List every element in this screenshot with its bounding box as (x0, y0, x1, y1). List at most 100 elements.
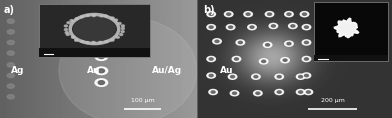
Circle shape (285, 12, 293, 17)
Circle shape (215, 40, 219, 42)
Circle shape (224, 12, 233, 17)
Circle shape (305, 41, 309, 44)
Circle shape (95, 53, 108, 60)
Text: Ag: Ag (11, 66, 24, 75)
Circle shape (95, 79, 108, 86)
Circle shape (98, 55, 105, 59)
Circle shape (70, 20, 73, 21)
Circle shape (275, 74, 283, 79)
Bar (314, 55, 388, 61)
Circle shape (305, 26, 309, 28)
Circle shape (254, 91, 262, 96)
Circle shape (121, 25, 124, 27)
Circle shape (104, 15, 107, 17)
Circle shape (211, 91, 215, 93)
Circle shape (285, 41, 293, 46)
Circle shape (209, 89, 218, 95)
Circle shape (74, 17, 115, 41)
Circle shape (281, 58, 289, 63)
Text: 100 μm: 100 μm (131, 98, 154, 103)
Circle shape (228, 74, 237, 79)
Circle shape (98, 81, 105, 84)
Bar (39, 48, 150, 57)
Circle shape (248, 25, 256, 30)
Circle shape (209, 74, 213, 77)
Circle shape (263, 42, 272, 47)
Circle shape (287, 42, 291, 45)
Circle shape (227, 13, 230, 15)
Polygon shape (334, 18, 359, 38)
Circle shape (236, 40, 245, 45)
Circle shape (302, 56, 311, 62)
Circle shape (64, 29, 67, 31)
Circle shape (232, 92, 236, 94)
Circle shape (65, 32, 68, 33)
Circle shape (304, 89, 313, 95)
Circle shape (114, 19, 118, 21)
Circle shape (7, 63, 15, 67)
Circle shape (232, 56, 241, 62)
Circle shape (64, 25, 67, 27)
Circle shape (7, 95, 15, 99)
Circle shape (307, 91, 310, 93)
Circle shape (105, 40, 108, 42)
Circle shape (229, 26, 232, 28)
Circle shape (116, 36, 119, 38)
Circle shape (266, 44, 270, 46)
Text: a): a) (4, 5, 15, 15)
Circle shape (268, 13, 271, 15)
Circle shape (230, 91, 239, 96)
Circle shape (226, 25, 235, 30)
Circle shape (92, 41, 95, 43)
Circle shape (100, 15, 103, 17)
Circle shape (260, 59, 268, 64)
Circle shape (296, 74, 305, 79)
Circle shape (277, 76, 281, 78)
Circle shape (207, 12, 216, 17)
Circle shape (207, 56, 216, 62)
Circle shape (246, 13, 250, 15)
Circle shape (74, 39, 78, 41)
Circle shape (98, 31, 105, 35)
Circle shape (265, 12, 274, 17)
Circle shape (120, 34, 123, 36)
Circle shape (99, 41, 102, 43)
Circle shape (80, 16, 83, 18)
Circle shape (287, 13, 291, 15)
Circle shape (302, 40, 311, 45)
Circle shape (66, 34, 69, 35)
Circle shape (209, 26, 213, 28)
Circle shape (269, 23, 278, 29)
Circle shape (75, 18, 78, 20)
Circle shape (291, 25, 295, 27)
Circle shape (7, 84, 15, 88)
Circle shape (95, 29, 108, 37)
Circle shape (118, 23, 121, 24)
Circle shape (67, 22, 70, 24)
Circle shape (71, 36, 74, 38)
Circle shape (277, 91, 281, 93)
Circle shape (271, 25, 275, 27)
Circle shape (7, 51, 15, 55)
Text: Au: Au (220, 66, 233, 75)
Ellipse shape (59, 18, 197, 118)
Circle shape (121, 27, 124, 29)
Circle shape (303, 13, 307, 15)
Circle shape (98, 69, 105, 73)
Circle shape (299, 91, 303, 93)
Circle shape (111, 39, 114, 41)
Text: Au/Ag: Au/Ag (152, 66, 181, 75)
Circle shape (296, 89, 305, 95)
Bar (314, 2, 388, 61)
Circle shape (95, 67, 108, 75)
Circle shape (81, 41, 84, 42)
Bar (39, 4, 150, 57)
Circle shape (7, 19, 15, 23)
Circle shape (305, 74, 309, 77)
Text: 200 μm: 200 μm (321, 98, 345, 103)
Circle shape (283, 59, 287, 61)
Circle shape (302, 25, 311, 30)
Circle shape (300, 12, 309, 17)
Circle shape (98, 43, 105, 47)
Circle shape (207, 73, 216, 78)
